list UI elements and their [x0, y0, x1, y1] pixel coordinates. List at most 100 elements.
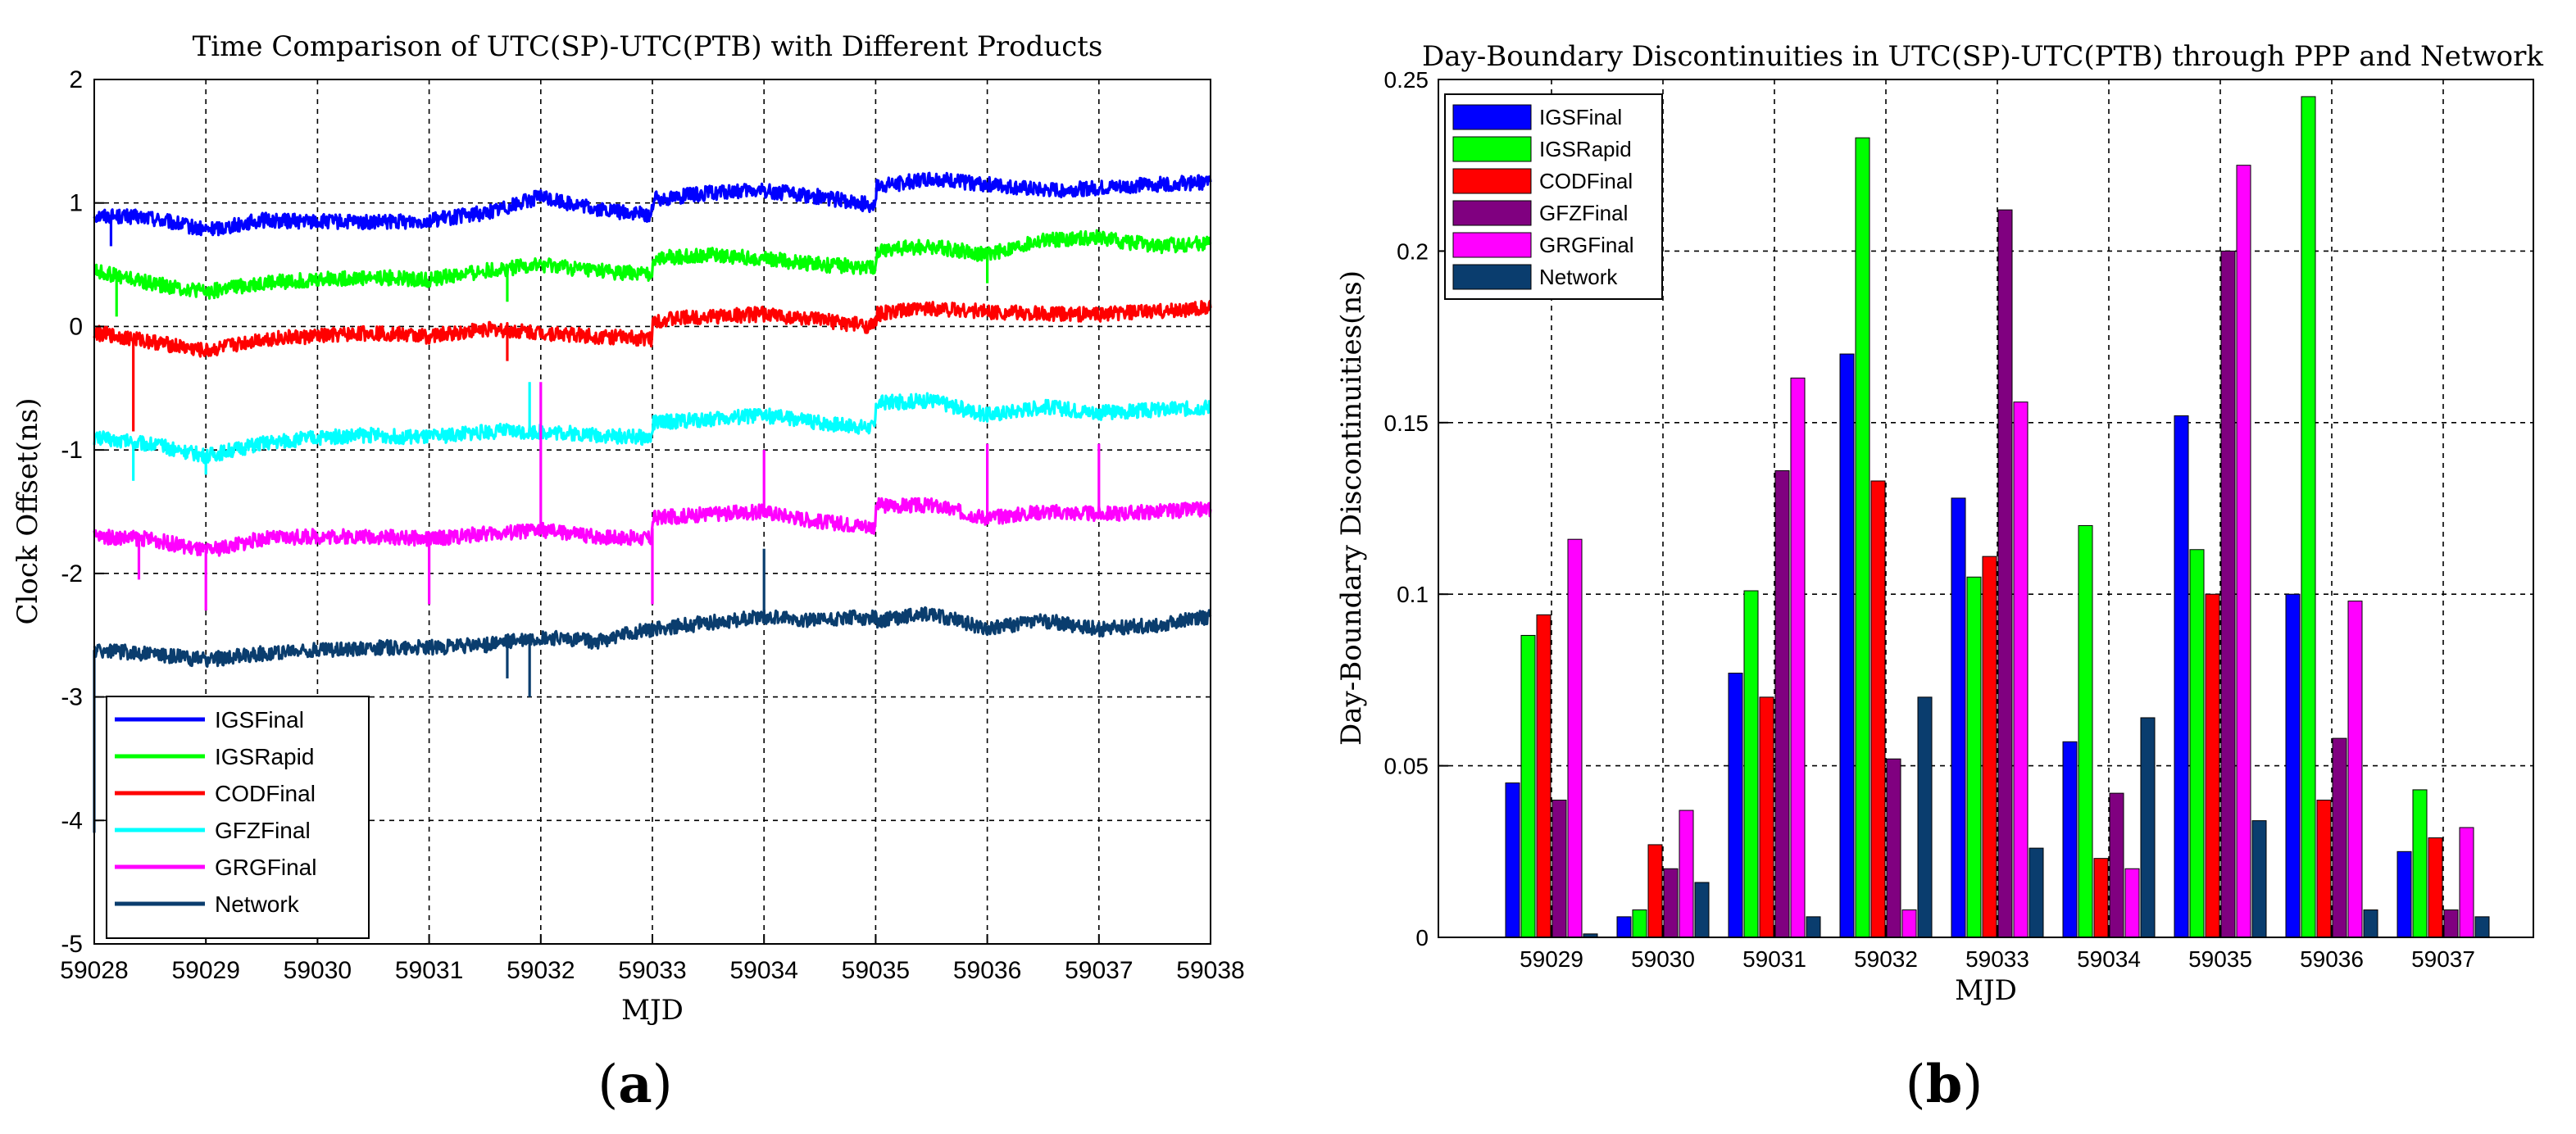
- chart-a-y-tick-label: 2: [69, 66, 83, 93]
- chart-b-x-tick-label: 59029: [1520, 946, 1583, 972]
- chart-b-x-tick-label: 59035: [2188, 946, 2252, 972]
- bar-igsfinal-59034: [2062, 741, 2078, 938]
- bar-grgfinal-59029: [1567, 538, 1583, 938]
- chart-b-bars: [1505, 96, 2490, 938]
- chart-a-x-tick-label: 59032: [507, 957, 575, 984]
- legend-b-label-grgfinal: GRGFinal: [1539, 233, 1634, 257]
- chart-b-y-tick-label: 0.05: [1384, 754, 1429, 779]
- chart-b-y-ticks: 0 0.05 0.1 0.15 0.2 0.25: [1384, 67, 1448, 950]
- chart-a-x-tick-label: 59037: [1065, 957, 1133, 984]
- chart-a-x-tick-label: 59028: [60, 957, 128, 984]
- bar-igsfinal-59031: [1728, 673, 1743, 938]
- chart-b-y-tick-label: 0: [1415, 925, 1429, 950]
- bar-gfzfinal-59032: [1886, 758, 1901, 938]
- series-line-gfzfinal: [93, 392, 1211, 465]
- panel-label-b: (b): [1906, 1054, 1983, 1115]
- panel-a-letter: a: [618, 1054, 652, 1115]
- bar-igsfinal-59036: [2285, 593, 2301, 938]
- bar-network-59034: [2140, 717, 2156, 938]
- panel-a-open: (: [597, 1055, 618, 1115]
- bar-codfinal-59036: [2316, 799, 2332, 938]
- chart-b-x-label: MJD: [1955, 974, 2017, 1007]
- series-line-igsfinal: [93, 171, 1212, 237]
- chart-a-x-tick-label: 59036: [953, 957, 1021, 984]
- bar-igsrapid-59031: [1743, 590, 1759, 938]
- chart-b-x-tick-label: 59030: [1631, 946, 1695, 972]
- bar-igsfinal-59037: [2397, 850, 2412, 938]
- bar-network-59032: [1917, 696, 1933, 938]
- chart-b-x-tick-label: 59037: [2411, 946, 2475, 972]
- bar-gfzfinal-59030: [1663, 868, 1679, 938]
- legend-b-swatch-igsrapid: [1452, 136, 1532, 162]
- bar-gfzfinal-59031: [1774, 469, 1790, 938]
- bar-igsrapid-59036: [2301, 96, 2316, 938]
- legend-b-label-igsrapid: IGSRapid: [1539, 137, 1632, 161]
- bar-network-59037: [2474, 916, 2490, 938]
- bar-igsfinal-59030: [1616, 916, 1632, 938]
- bar-chart-b: Day-Boundary Discontinuities in UTC(SP)-…: [1335, 40, 2543, 1007]
- chart-a-y-tick-label: -3: [61, 684, 83, 711]
- bar-igsrapid-59032: [1855, 137, 1870, 938]
- bar-igsrapid-59029: [1520, 634, 1536, 938]
- legend-b-label-codfinal: CODFinal: [1539, 169, 1633, 193]
- legend-label-igsfinal: IGSFinal: [215, 707, 304, 733]
- bar-network-59033: [2029, 847, 2044, 938]
- bar-codfinal-59029: [1536, 614, 1552, 938]
- chart-a-x-label: MJD: [621, 994, 684, 1027]
- legend-label-gfzfinal: GFZFinal: [215, 818, 311, 843]
- panel-b-open: (: [1906, 1055, 1926, 1115]
- legend-b-swatch-network: [1452, 264, 1532, 290]
- chart-a-y-tick-label: 1: [69, 190, 83, 217]
- chart-b-x-tick-label: 59031: [1742, 946, 1806, 972]
- bar-network-59031: [1806, 916, 1821, 938]
- bar-igsrapid-59034: [2078, 524, 2093, 938]
- chart-b-x-tick-label: 59034: [2077, 946, 2141, 972]
- bar-codfinal-59035: [2205, 593, 2220, 938]
- legend-b-swatch-codfinal: [1452, 168, 1532, 194]
- bar-codfinal-59034: [2093, 858, 2109, 938]
- bar-grgfinal-59036: [2347, 601, 2363, 938]
- chart-b-legend-items: IGSFinal IGSRapid CODFinal GFZFinal GRGFinal…: [1452, 104, 1634, 290]
- chart-a-y-tick-label: 0: [69, 313, 83, 340]
- chart-b-y-label: Day-Boundary Discontinuities(ns): [1335, 270, 1368, 746]
- chart-b-legend: IGSFinal IGSRapid CODFinal GFZFinal GRGFinal…: [1444, 93, 1663, 300]
- chart-a-y-tick-label: -2: [61, 560, 83, 587]
- bar-igsfinal-59033: [1951, 497, 1966, 938]
- bar-codfinal-59031: [1759, 696, 1774, 938]
- bar-grgfinal-59037: [2459, 827, 2474, 938]
- series-line-network: [93, 606, 1212, 669]
- bar-gfzfinal-59033: [1997, 209, 2013, 938]
- legend-b-label-igsfinal: IGSFinal: [1539, 105, 1622, 129]
- chart-a-x-ticks: 59028 59029 59030 59031 59032 59033 59034 59035…: [60, 934, 1245, 984]
- chart-a-y-tick-label: -1: [61, 437, 83, 464]
- bar-network-59030: [1694, 882, 1710, 938]
- chart-b-x-tick-label: 59036: [2300, 946, 2364, 972]
- bar-gfzfinal-59034: [2109, 792, 2124, 938]
- legend-b-swatch-grgfinal: [1452, 232, 1532, 258]
- bar-codfinal-59032: [1870, 480, 1886, 938]
- chart-a-legend-box: [106, 696, 370, 939]
- chart-b-title: Day-Boundary Discontinuities in UTC(SP)-…: [1422, 40, 2543, 73]
- bar-igsrapid-59030: [1632, 909, 1647, 938]
- chart-a-x-tick-label: 59029: [171, 957, 239, 984]
- legend-b-swatch-igsfinal: [1452, 104, 1532, 130]
- bar-grgfinal-59033: [2013, 401, 2029, 938]
- chart-a-x-tick-label: 59031: [395, 957, 463, 984]
- chart-a-x-tick-label: 59038: [1176, 957, 1244, 984]
- chart-a-legend-items: IGSFinal IGSRapid CODFinal GFZFinal GRGFinal…: [115, 707, 316, 917]
- line-chart-a: Time Comparison of UTC(SP)-UTC(PTB) with…: [11, 30, 1245, 1027]
- chart-a-x-tick-label: 59030: [284, 957, 352, 984]
- chart-a-title: Time Comparison of UTC(SP)-UTC(PTB) with…: [193, 30, 1103, 63]
- chart-a-x-tick-label: 59034: [729, 957, 797, 984]
- bar-gfzfinal-59036: [2332, 737, 2347, 938]
- series-line-codfinal: [93, 300, 1212, 358]
- chart-b-x-ticks: 59029 59030 59031 59032 59033 59034 59035 59036…: [1520, 928, 2475, 972]
- panel-label-a: (a): [597, 1054, 672, 1115]
- chart-b-x-tick-label: 59033: [1965, 946, 2029, 972]
- legend-label-network: Network: [215, 891, 300, 917]
- bar-igsfinal-59032: [1839, 353, 1855, 938]
- chart-a-y-label: Clock Offset(ns): [11, 398, 44, 625]
- bar-grgfinal-59032: [1901, 909, 1917, 938]
- chart-a-y-ticks: 2 1 0 -1 -2 -3 -4 -5: [61, 66, 104, 958]
